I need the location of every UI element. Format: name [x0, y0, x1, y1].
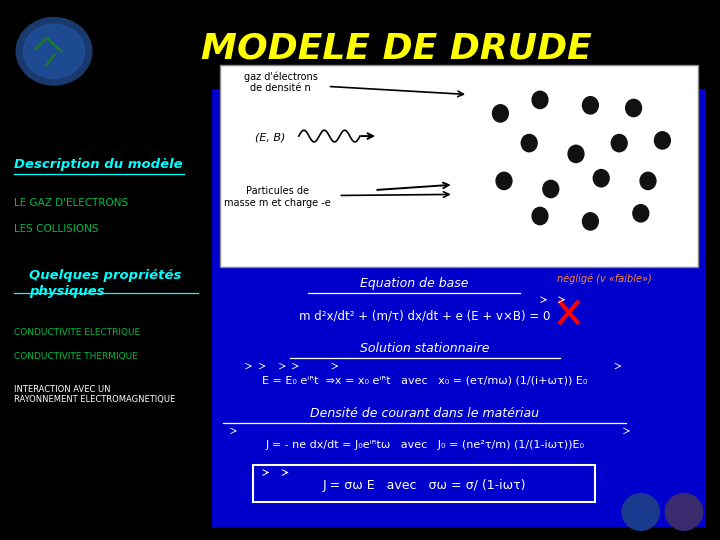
Ellipse shape	[532, 91, 548, 109]
Text: LE GAZ D'ELECTRONS: LE GAZ D'ELECTRONS	[14, 198, 129, 207]
Ellipse shape	[492, 105, 508, 122]
Ellipse shape	[633, 205, 649, 222]
Text: LES COLLISIONS: LES COLLISIONS	[14, 225, 99, 234]
Ellipse shape	[654, 132, 670, 149]
Text: m d²x/dt² + (m/τ) dx/dt + e (E + v×B) = 0: m d²x/dt² + (m/τ) dx/dt + e (E + v×B) = …	[299, 309, 551, 322]
Ellipse shape	[622, 494, 660, 530]
Bar	[253, 465, 595, 502]
Bar	[220, 65, 698, 267]
Text: négligé (v «faible»): négligé (v «faible»)	[557, 274, 652, 285]
Ellipse shape	[496, 172, 512, 190]
Text: Solution stationnaire: Solution stationnaire	[360, 342, 490, 355]
Text: Particules de
masse m et charge -e: Particules de masse m et charge -e	[224, 186, 330, 208]
Text: Densité de courant dans le matériau: Densité de courant dans le matériau	[310, 407, 539, 420]
Ellipse shape	[665, 494, 703, 530]
Text: Description du modèle: Description du modèle	[14, 158, 183, 171]
Ellipse shape	[611, 134, 627, 152]
Text: INTERACTION AVEC UN
RAYONNEMENT ELECTROMAGNETIQUE: INTERACTION AVEC UN RAYONNEMENT ELECTROM…	[14, 384, 176, 404]
Ellipse shape	[23, 24, 85, 78]
Text: J = σω E   avec   σω = σ/ (1-iωτ): J = σω E avec σω = σ/ (1-iωτ)	[323, 480, 526, 492]
Text: (E, B): (E, B)	[255, 133, 285, 143]
Ellipse shape	[640, 172, 656, 190]
Ellipse shape	[626, 99, 642, 117]
Text: CONDUCTIVITE THERMIQUE: CONDUCTIVITE THERMIQUE	[14, 352, 138, 361]
Bar	[212, 89, 706, 526]
Ellipse shape	[568, 145, 584, 163]
Text: gaz d'électrons
de densité n: gaz d'électrons de densité n	[244, 71, 318, 93]
Ellipse shape	[582, 213, 598, 230]
Ellipse shape	[17, 17, 92, 85]
Ellipse shape	[582, 97, 598, 114]
Text: E = E₀ eⁱᴿt  ⇒x = x₀ eⁱᴿt   avec   x₀ = (eτ/mω) (1/(i+ωτ)) E₀: E = E₀ eⁱᴿt ⇒x = x₀ eⁱᴿt avec x₀ = (eτ/m…	[262, 376, 588, 386]
Text: MODELE DE DRUDE: MODELE DE DRUDE	[201, 32, 591, 65]
Text: CONDUCTIVITE ELECTRIQUE: CONDUCTIVITE ELECTRIQUE	[14, 328, 140, 336]
Ellipse shape	[593, 170, 609, 187]
Ellipse shape	[521, 134, 537, 152]
Ellipse shape	[543, 180, 559, 198]
Text: J = - ne dx/dt = J₀eⁱᴿtω   avec   J₀ = (ne²τ/m) (1/(1-iωτ))E₀: J = - ne dx/dt = J₀eⁱᴿtω avec J₀ = (ne²τ…	[265, 441, 585, 450]
Text: Quelques propriétés
physiques: Quelques propriétés physiques	[29, 269, 181, 298]
Ellipse shape	[532, 207, 548, 225]
Text: Equation de base: Equation de base	[360, 277, 468, 290]
